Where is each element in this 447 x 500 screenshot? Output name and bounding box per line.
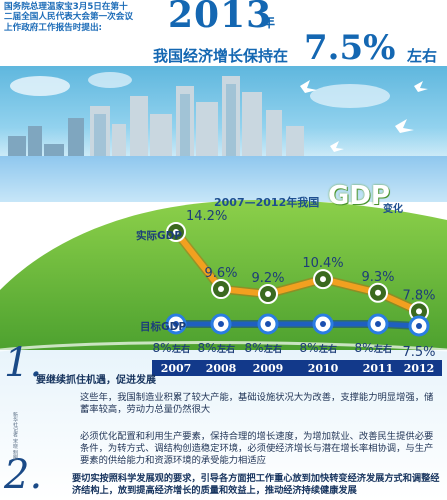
- actual-gdp-point-center: [265, 291, 271, 297]
- actual-gdp-point-center: [218, 286, 224, 293]
- image-credit: 新华社记者 宋晓 制图: [12, 412, 18, 461]
- actual-gdp-value-label: 9.2%: [251, 271, 284, 286]
- header-intro-text: 国务院总理温家宝3月5日在第十二届全国人民代表大会第一次会议上作政府工作报告时提…: [4, 2, 133, 33]
- header-headline-tail: 左右: [407, 47, 438, 65]
- target-gdp-series-label: 目标GDP: [140, 321, 187, 333]
- actual-gdp-point-center: [173, 229, 179, 235]
- chart-title-suffix: 变化: [383, 204, 403, 215]
- target-gdp-point-center: [218, 321, 224, 327]
- target-gdp-value-label: 8%: [197, 341, 216, 355]
- header-year: 2013: [168, 0, 273, 36]
- text-panel-background: [0, 350, 447, 500]
- target-gdp-point-center: [173, 321, 179, 327]
- header-headline: 我国经济增长保持在: [153, 47, 289, 65]
- target-gdp-value-suffix: 左右: [373, 343, 392, 355]
- actual-gdp-value-label: 14.2%: [186, 209, 227, 224]
- target-gdp-value-label: 8%: [354, 341, 373, 355]
- target-gdp-point-center: [416, 323, 422, 329]
- target-gdp-value-suffix: 左右: [318, 343, 337, 355]
- section-1-title: 要继续抓住机遇，促进发展: [36, 375, 156, 386]
- actual-gdp-point-center: [375, 289, 381, 296]
- target-gdp-value-label: 8%: [299, 341, 318, 355]
- chart-title-prefix: 2007—2012年我国: [214, 196, 320, 209]
- section-1-paragraph-2: 必须优化配置和利用生产要素，保持合理的增长速度，为增加就业、改善民生提供必要条件…: [80, 431, 434, 466]
- section-2-number: 2.: [4, 452, 43, 498]
- actual-gdp-point-center: [416, 308, 422, 315]
- year-tick-label: 2012: [404, 362, 435, 375]
- actual-gdp-value-label: 7.8%: [402, 288, 435, 303]
- year-tick-label: 2011: [363, 362, 394, 375]
- target-gdp-value-suffix: 左右: [216, 343, 235, 355]
- header-growth-target: 7.5%: [304, 28, 396, 68]
- target-gdp-value-label: 8%: [244, 341, 263, 355]
- year-tick-label: 2009: [253, 362, 284, 375]
- actual-gdp-series-label: 实际GDP: [136, 230, 183, 242]
- actual-gdp-value-label: 9.3%: [361, 270, 394, 285]
- target-gdp-value-label: 7.5%: [402, 345, 435, 360]
- actual-gdp-point-center: [320, 276, 326, 283]
- river-water: [0, 156, 447, 202]
- section-1-paragraph-1: 这些年，我国制造业积累了较大产能，基础设施状况大为改善，支撑能力明显增强，储蓄率…: [80, 392, 434, 415]
- section-2-text: 要切实按照科学发展观的要求，引导各方面把工作重心放到加快转变经济发展方式和调整经…: [72, 473, 440, 496]
- target-gdp-point-center: [320, 321, 326, 327]
- year-tick-label: 2007: [161, 362, 192, 375]
- target-gdp-value-suffix: 左右: [171, 343, 190, 355]
- year-tick-label: 2008: [206, 362, 237, 375]
- section-1-number: 1.: [4, 340, 43, 386]
- year-axis-bar: [152, 360, 442, 376]
- target-gdp-point-center: [375, 321, 381, 327]
- target-gdp-value-suffix: 左右: [263, 343, 282, 355]
- year-tick-label: 2010: [308, 362, 339, 375]
- target-gdp-value-label: 8%: [152, 341, 171, 355]
- chart-title-gdp: GDP: [328, 181, 390, 211]
- actual-gdp-value-label: 9.6%: [204, 266, 237, 281]
- header-year-suffix: 年: [262, 16, 276, 31]
- target-gdp-point-center: [265, 321, 271, 327]
- actual-gdp-value-label: 10.4%: [302, 256, 343, 271]
